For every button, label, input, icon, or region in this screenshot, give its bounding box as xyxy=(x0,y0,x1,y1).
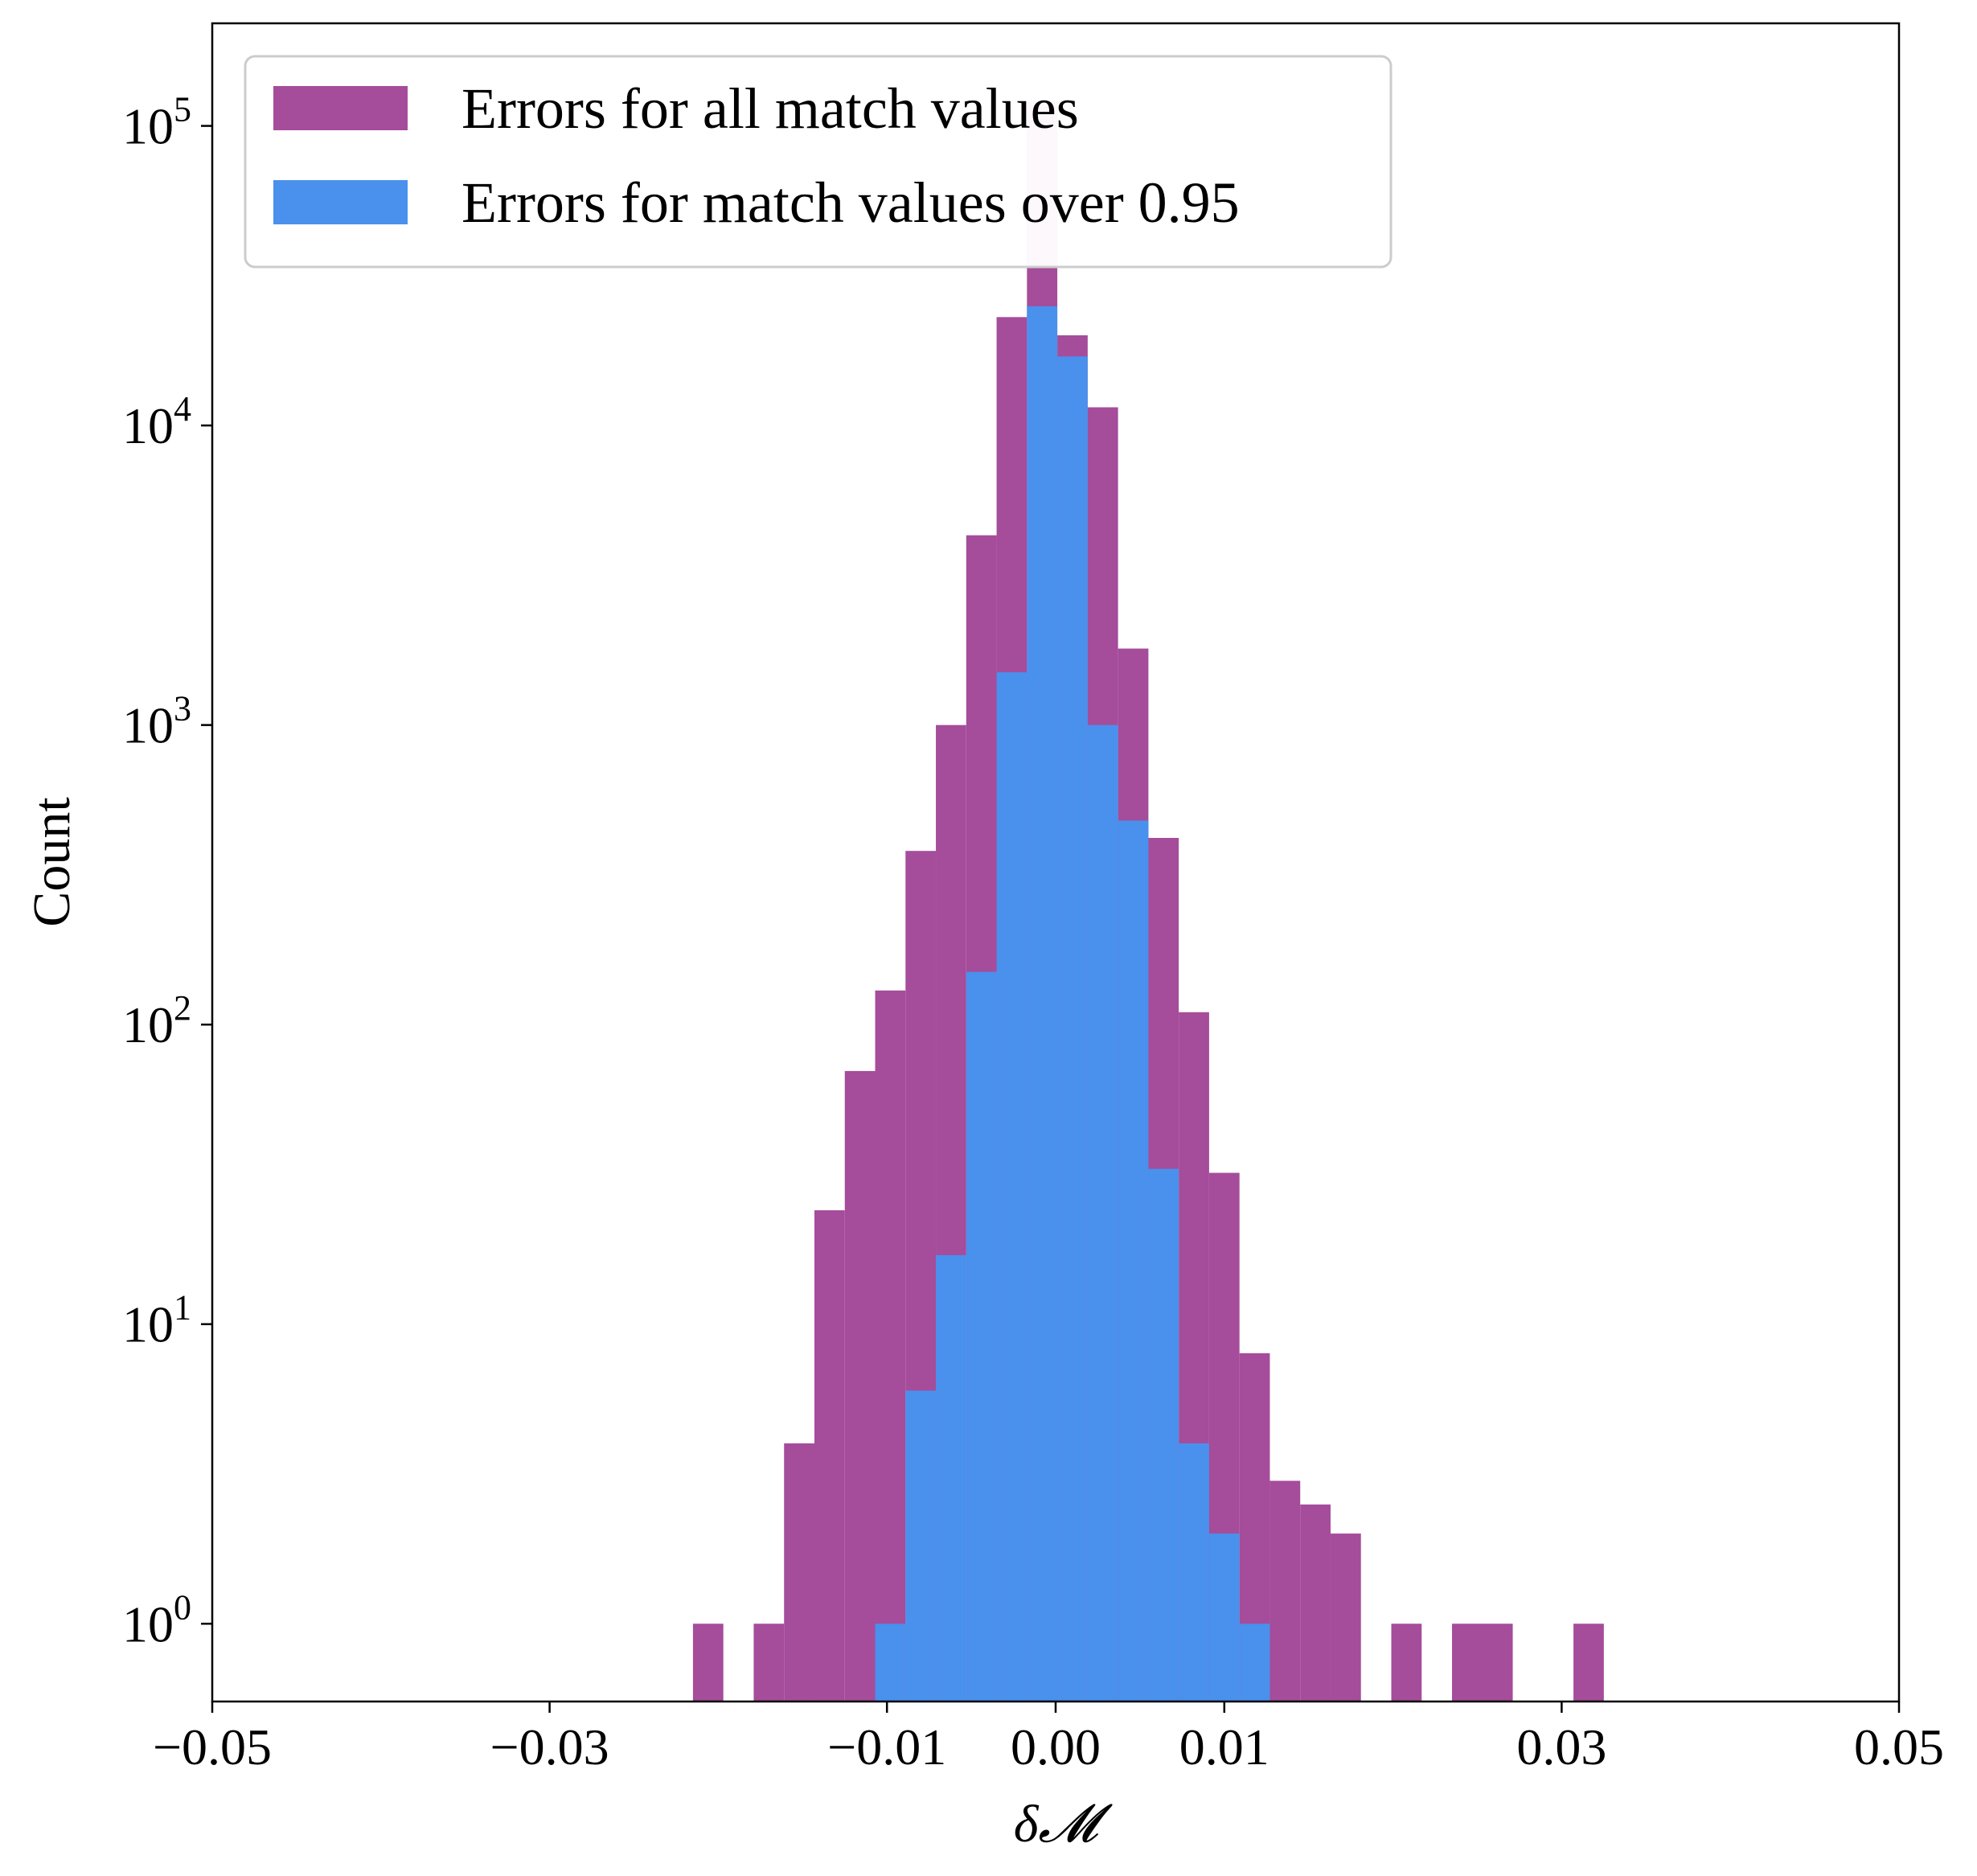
series-high-match-bars xyxy=(875,306,1270,1702)
histogram-bar-high-match xyxy=(905,1390,937,1702)
x-tick-label: −0.05 xyxy=(153,1718,272,1775)
histogram-bar-all xyxy=(753,1624,785,1702)
histogram-bar-all xyxy=(1452,1624,1513,1702)
histogram-bar-high-match xyxy=(1239,1624,1270,1702)
x-tick-label: 0.01 xyxy=(1179,1718,1269,1775)
y-tick-label: 101 xyxy=(122,1288,191,1353)
histogram-bar-high-match xyxy=(1148,1168,1179,1702)
y-tick-label: 104 xyxy=(122,389,191,454)
histogram-bar-all xyxy=(1269,1480,1301,1702)
histogram-bar-all xyxy=(875,990,906,1702)
histogram-bar-high-match xyxy=(1179,1443,1209,1702)
x-axis-label: δ𝓜 xyxy=(1014,1795,1114,1853)
histogram-bar-all xyxy=(844,1070,876,1702)
x-axis: −0.05 −0.03 −0.01 0.00 0.01 0.03 0.05 xyxy=(153,1702,1944,1775)
x-tick-label: 0.05 xyxy=(1854,1718,1944,1775)
legend-swatch-high xyxy=(273,180,408,224)
histogram-bar-all xyxy=(1300,1504,1331,1702)
histogram-bar-all xyxy=(814,1210,845,1702)
histogram-bar-high-match xyxy=(996,672,1027,1702)
histogram-bar-high-match xyxy=(1057,356,1088,1702)
histogram-bar-all xyxy=(784,1443,814,1702)
x-tick-label: −0.01 xyxy=(827,1718,946,1775)
histogram-bar-high-match xyxy=(1208,1533,1240,1702)
histogram-bar-high-match xyxy=(875,1624,906,1702)
histogram-bar-high-match xyxy=(966,971,997,1702)
x-tick-label: −0.03 xyxy=(490,1718,609,1775)
y-tick-label: 100 xyxy=(122,1587,191,1652)
legend-swatch-all xyxy=(273,86,408,130)
y-axis: 100 101 102 103 104 105 xyxy=(122,90,212,1652)
histogram-bar-all xyxy=(1573,1624,1604,1702)
legend-label-high: Errors for match values over 0.95 xyxy=(461,170,1240,235)
legend-label-all: Errors for all match values xyxy=(461,76,1079,141)
histogram-bar-all xyxy=(692,1624,724,1702)
histogram-bar-high-match xyxy=(936,1254,966,1702)
histogram-bar-high-match xyxy=(1087,725,1118,1702)
histogram-bar-high-match xyxy=(1027,306,1058,1702)
y-tick-label: 103 xyxy=(122,689,191,754)
legend-box xyxy=(244,55,1393,269)
x-tick-label: 0.03 xyxy=(1516,1718,1606,1775)
y-axis-label: Count xyxy=(23,797,81,926)
histogram-bar-high-match xyxy=(1118,820,1149,1702)
y-tick-label: 105 xyxy=(122,90,191,155)
legend: Errors for all match values Errors for m… xyxy=(244,55,1393,269)
histogram-bar-all xyxy=(1391,1624,1422,1702)
y-tick-label: 102 xyxy=(122,988,191,1053)
x-tick-label: 0.00 xyxy=(1011,1718,1101,1775)
histogram-bar-all xyxy=(1330,1533,1361,1702)
